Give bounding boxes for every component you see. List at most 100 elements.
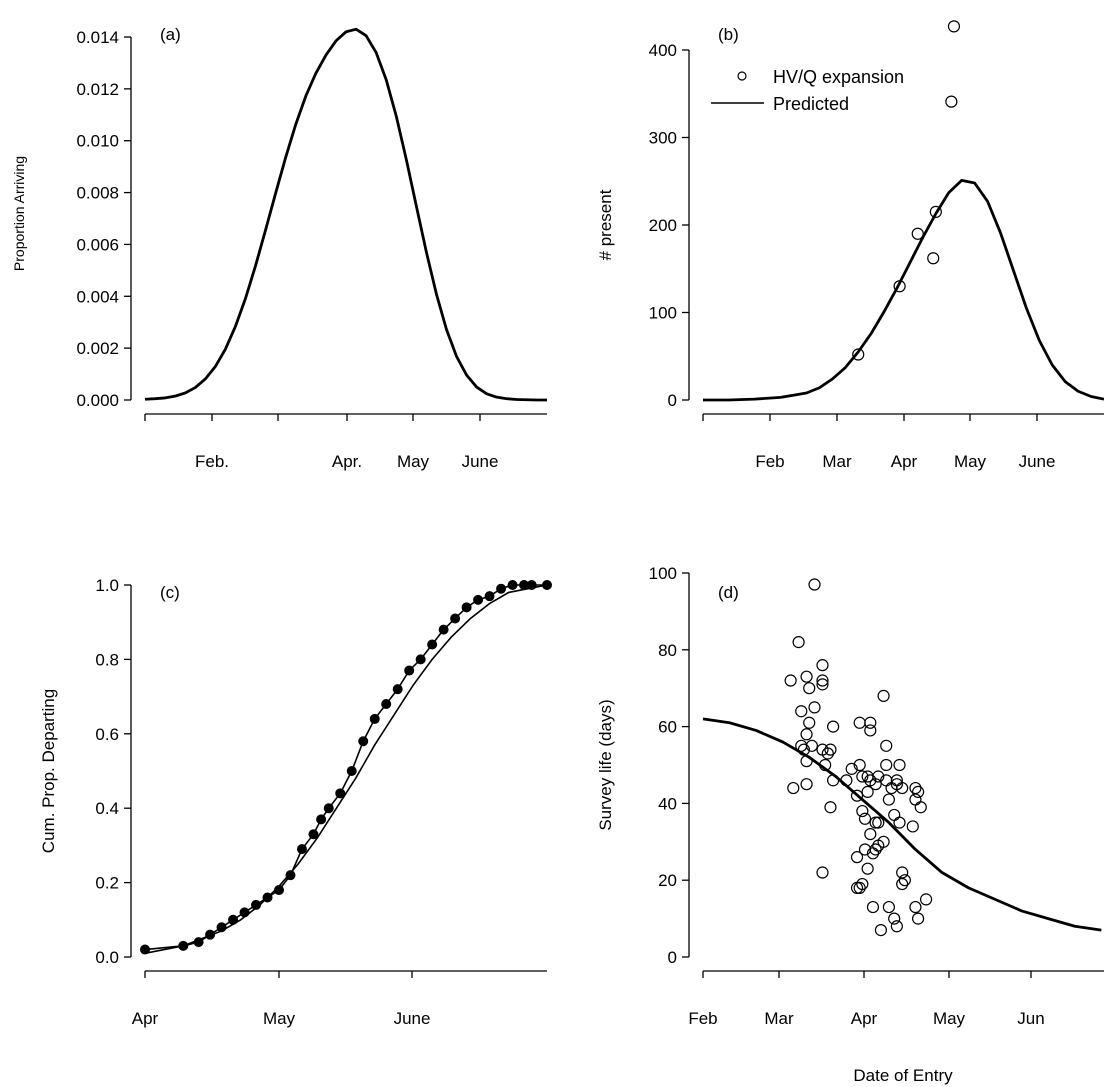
- data-point: [888, 808, 901, 822]
- series-line: [703, 178, 1104, 402]
- y-tick-label: 0.6: [95, 725, 119, 744]
- y-tick-label: 0.012: [76, 80, 119, 99]
- chart-panel-b: 0 100 200 300 400 Feb Mar Apr May June (b) # presen…: [596, 20, 1104, 471]
- data-point: [816, 678, 829, 691]
- y-tick-label: 0.004: [76, 287, 119, 306]
- legend: HV/Q expansion Predicted: [711, 67, 904, 114]
- data-point: [784, 674, 797, 687]
- x-tick-label: June: [394, 1009, 431, 1028]
- y-tick-label: 0.000: [76, 391, 119, 410]
- data-point: [856, 804, 869, 818]
- data-point: [824, 801, 837, 814]
- legend-label: Predicted: [773, 94, 849, 114]
- data-point: [947, 20, 961, 33]
- data-point: [803, 682, 816, 695]
- data-point: [929, 205, 942, 218]
- legend-marker-circle: [737, 71, 747, 81]
- data-point: [808, 701, 821, 714]
- y-tick-label: 0.2: [95, 874, 119, 893]
- y-axis-label: Proportion Arriving: [11, 156, 27, 271]
- y-tick-label: 0.008: [76, 184, 119, 203]
- x-tick-label: May: [397, 452, 430, 471]
- data-point: [853, 716, 866, 729]
- data-point: [795, 705, 808, 718]
- data-point: [912, 785, 925, 798]
- panel-label: (c): [160, 583, 180, 602]
- data-point: [896, 781, 909, 795]
- x-axis-label: Date of Entry: [853, 1066, 953, 1085]
- x-tick-label: May: [933, 1009, 966, 1028]
- data-point: [850, 789, 864, 802]
- chart-panel-c: 0.0 0.2 0.4 0.6 0.8 1.0 Apr May June (c) Cum. Prop…: [39, 576, 552, 1028]
- data-point: [896, 866, 909, 879]
- y-tick-label: 0: [668, 948, 677, 967]
- data-point: [803, 716, 816, 729]
- y-tick-label: 0.006: [76, 235, 119, 254]
- y-tick-label: 0: [668, 391, 677, 410]
- series-line: [144, 584, 548, 955]
- data-point: [882, 793, 895, 806]
- data-point: [877, 689, 890, 702]
- y-axis-label: Survey life (days): [596, 699, 615, 830]
- data-point: [792, 636, 805, 649]
- data-point: [880, 739, 893, 752]
- x-tick-label: Apr.: [332, 452, 362, 471]
- data-point: [898, 874, 911, 887]
- data-point: [945, 95, 958, 108]
- data-point: [824, 743, 837, 756]
- x-tick-label: Feb: [755, 452, 784, 471]
- y-tick-label: 400: [649, 41, 677, 60]
- data-point: [861, 785, 874, 798]
- y-tick-label: 20: [658, 871, 677, 890]
- chart-panel-d: 0 20 40 60 80 100 Feb Mar Apr May Jun (d) Survey lif…: [596, 564, 1104, 1085]
- data-point: [869, 778, 882, 791]
- x-tick-label: Feb.: [195, 452, 229, 471]
- data-point: [890, 920, 903, 933]
- data-point: [880, 758, 893, 772]
- data-point: [874, 924, 888, 937]
- series-line: [144, 27, 547, 402]
- x-tick-label: Apr: [132, 1009, 159, 1028]
- data-point: [906, 820, 919, 833]
- data-point: [869, 816, 882, 829]
- observed-line: [144, 584, 547, 951]
- data-point: [856, 770, 869, 783]
- x-tick-label: May: [954, 452, 987, 471]
- data-point: [893, 758, 906, 772]
- x-tick-label: June: [462, 452, 499, 471]
- data-point: [858, 812, 872, 825]
- x-tick-label: Apr: [891, 452, 918, 471]
- data-point: [853, 881, 866, 894]
- chart-panel-a: 0.000 0.002 0.004 0.006 0.008 0.010 0.012 0.014…: [11, 25, 547, 471]
- data-point: [816, 659, 829, 672]
- y-tick-label: 200: [649, 216, 677, 235]
- y-tick-label: 0.014: [76, 28, 119, 47]
- y-axis-label: # present: [596, 189, 615, 260]
- y-tick-label: 0.4: [95, 799, 119, 818]
- data-point: [872, 770, 885, 783]
- x-tick-label: Mar: [764, 1009, 794, 1028]
- data-point: [853, 758, 866, 772]
- data-point: [805, 739, 818, 752]
- data-point: [821, 747, 834, 760]
- panel-label: (a): [160, 25, 181, 44]
- data-point: [896, 877, 909, 891]
- y-axis-label: Cum. Prop. Departing: [39, 689, 58, 853]
- y-tick-label: 0.010: [76, 132, 119, 151]
- data-point: [877, 835, 890, 848]
- data-point: [909, 900, 922, 914]
- data-point: [816, 866, 829, 879]
- data-point: [866, 900, 880, 914]
- data-point: [872, 816, 885, 829]
- y-tick-label: 0.002: [76, 339, 119, 358]
- y-tick-label: 300: [649, 129, 677, 148]
- data-point: [864, 716, 877, 729]
- data-point: [893, 816, 906, 829]
- y-tick-label: 0.0: [95, 948, 119, 967]
- y-tick-label: 1.0: [95, 576, 119, 595]
- data-point: [909, 781, 922, 795]
- y-tick-label: 0.8: [95, 650, 119, 669]
- series-line: [702, 717, 1102, 932]
- data-point: [850, 851, 864, 864]
- data-point: [800, 778, 813, 791]
